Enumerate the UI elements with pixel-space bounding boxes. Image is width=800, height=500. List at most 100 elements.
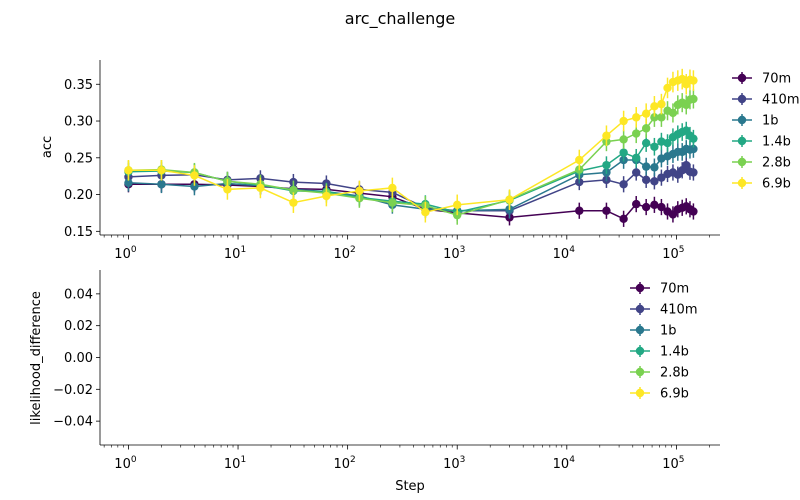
x-tick-label: 101 xyxy=(224,455,246,472)
series-line xyxy=(128,78,694,214)
data-point xyxy=(650,102,659,111)
legend-label: 6.9b xyxy=(660,387,689,402)
data-point xyxy=(689,207,698,216)
x-tick-label: 102 xyxy=(333,455,355,472)
y-axis-label: likelihood_difference xyxy=(29,291,44,425)
data-point xyxy=(289,198,298,207)
legend-label: 2.8b xyxy=(660,366,689,381)
data-point xyxy=(641,202,651,212)
data-point xyxy=(657,202,666,212)
legend-label: 410m xyxy=(660,303,697,318)
data-point xyxy=(641,138,651,148)
data-point xyxy=(668,108,678,118)
legend-marker xyxy=(635,388,645,398)
data-point xyxy=(641,175,651,185)
data-point xyxy=(157,180,166,189)
y-tick-label: 0.35 xyxy=(64,78,93,93)
data-point xyxy=(602,131,611,140)
x-tick-label: 103 xyxy=(443,245,465,262)
data-point xyxy=(575,155,584,165)
series-2.8b xyxy=(124,89,698,225)
series-410m xyxy=(124,157,698,219)
data-point xyxy=(632,129,641,138)
data-point xyxy=(689,76,698,85)
data-point xyxy=(619,135,628,144)
legend-marker xyxy=(737,115,747,125)
x-tick-label: 100 xyxy=(114,455,137,472)
data-point xyxy=(663,138,672,148)
data-point xyxy=(619,148,628,157)
legend-label: 410m xyxy=(762,93,799,108)
y-tick-label: 0.25 xyxy=(64,151,93,166)
acc-panel: acc 0.15 0.20 0.25 0.30 0.35 100 101 102 103 104 1… xyxy=(40,60,799,262)
y-tick-label: 0.15 xyxy=(64,225,93,240)
legend: 70m 410m 1b 1.4b 2.8b 6.9b xyxy=(630,282,697,402)
legend-label: 2.8b xyxy=(762,156,791,171)
data-point xyxy=(641,109,651,118)
data-point xyxy=(657,99,666,109)
data-point xyxy=(632,153,641,162)
data-point xyxy=(505,195,514,204)
data-point xyxy=(650,177,659,186)
legend-label: 6.9b xyxy=(762,177,791,192)
y-tick-label: −0.02 xyxy=(53,383,93,398)
data-point xyxy=(602,160,611,170)
data-point xyxy=(682,160,691,170)
data-point xyxy=(388,198,397,207)
legend-marker xyxy=(635,325,645,335)
data-point xyxy=(650,113,659,122)
data-point xyxy=(157,166,166,175)
x-tick-label: 101 xyxy=(224,245,246,262)
legend-marker xyxy=(737,94,747,104)
legend-marker xyxy=(737,136,747,146)
legend-label: 70m xyxy=(660,282,689,297)
data-point xyxy=(650,200,659,210)
series-1b xyxy=(124,140,698,220)
likelihood-panel: likelihood_difference Step −0.04 −0.02 0.0… xyxy=(29,270,720,494)
data-point xyxy=(632,199,641,209)
y-tick-label: −0.04 xyxy=(53,415,93,430)
data-point xyxy=(124,166,133,175)
legend-label: 1.4b xyxy=(660,345,689,360)
data-point xyxy=(190,171,199,180)
data-point xyxy=(124,178,133,187)
data-point xyxy=(453,200,462,210)
data-point xyxy=(322,191,331,201)
data-point xyxy=(632,168,641,177)
legend-label: 1b xyxy=(762,114,779,129)
data-point xyxy=(223,185,232,194)
legend-label: 1.4b xyxy=(762,135,791,150)
legend-marker xyxy=(635,346,645,356)
data-point xyxy=(650,142,659,151)
x-tick-label: 103 xyxy=(443,455,465,472)
y-axis-label: acc xyxy=(40,136,55,158)
data-point xyxy=(619,180,628,189)
legend-marker xyxy=(737,157,747,167)
data-point xyxy=(355,186,364,196)
data-point xyxy=(689,94,698,104)
x-tick-label: 105 xyxy=(662,455,684,472)
data-point xyxy=(421,208,430,217)
y-tick-label: 0.00 xyxy=(64,351,93,366)
data-point xyxy=(602,206,611,215)
y-tick-label: 0.30 xyxy=(64,115,93,130)
y-tick-label: 0.02 xyxy=(64,319,93,334)
series-line xyxy=(128,98,694,216)
y-tick-label: 0.20 xyxy=(64,188,93,203)
data-point xyxy=(190,182,199,191)
figure-title: arc_challenge xyxy=(345,9,455,29)
legend: 70m 410m 1b 1.4b 2.8b 6.9b xyxy=(732,72,799,192)
data-point xyxy=(641,162,651,171)
legend-marker xyxy=(635,283,645,293)
x-tick-label: 102 xyxy=(333,245,355,262)
data-point xyxy=(575,206,584,215)
data-point xyxy=(632,113,641,122)
x-tick-label: 104 xyxy=(553,245,576,262)
data-point xyxy=(289,185,298,195)
data-point xyxy=(663,83,672,93)
data-point xyxy=(256,183,265,193)
data-point xyxy=(689,144,698,154)
legend-label: 70m xyxy=(762,72,791,87)
data-point xyxy=(619,116,628,126)
